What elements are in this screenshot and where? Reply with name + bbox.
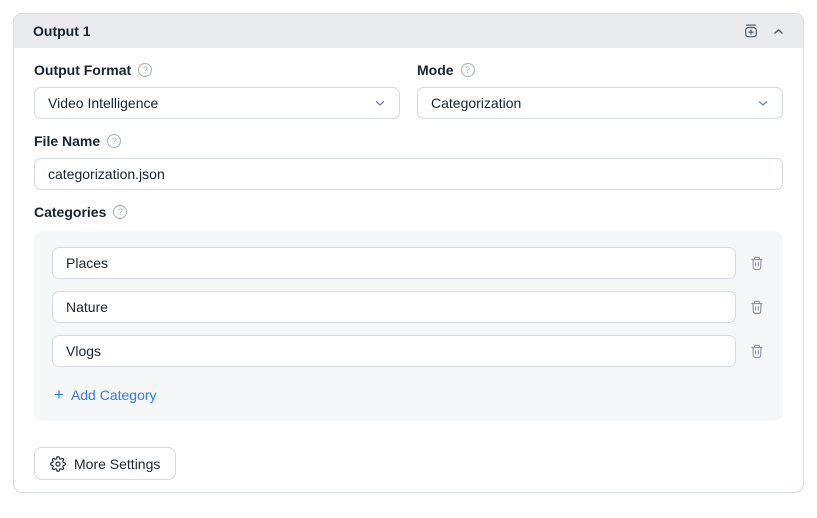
delete-category-button[interactable] (749, 343, 765, 360)
file-name-input[interactable] (34, 158, 783, 190)
categories-label-row: Categories ? (34, 204, 783, 220)
chevron-up-icon (773, 26, 784, 37)
category-input[interactable] (52, 247, 736, 279)
help-icon[interactable]: ? (138, 63, 153, 77)
category-row (52, 291, 765, 323)
categories-panel: + Add Category (34, 231, 783, 421)
plus-icon: + (54, 385, 64, 404)
output-card: Output 1 (13, 13, 804, 493)
duplicate-icon (743, 23, 759, 39)
format-mode-row: Output Format ? Video Intelligence Mode … (34, 62, 783, 119)
card-title: Output 1 (33, 23, 91, 39)
output-card-body: Output Format ? Video Intelligence Mode … (14, 48, 803, 495)
categories-label: Categories (34, 204, 107, 220)
mode-label: Mode (417, 62, 454, 78)
mode-select[interactable]: Categorization (417, 87, 783, 119)
help-icon[interactable]: ? (107, 134, 122, 148)
file-name-label-row: File Name ? (34, 133, 783, 149)
chevron-down-icon (374, 97, 386, 109)
trash-icon (749, 343, 765, 360)
mode-field: Mode ? Categorization (417, 62, 783, 119)
header-actions (743, 23, 784, 39)
file-name-label: File Name (34, 133, 101, 149)
more-settings-button[interactable]: More Settings (34, 447, 177, 480)
delete-category-button[interactable] (749, 255, 765, 272)
mode-value: Categorization (431, 95, 522, 111)
more-settings-label: More Settings (74, 455, 161, 472)
help-icon[interactable]: ? (460, 63, 475, 77)
output-format-value: Video Intelligence (48, 95, 159, 111)
duplicate-output-button[interactable] (743, 23, 759, 39)
help-icon[interactable]: ? (113, 205, 128, 219)
file-name-field: File Name ? (34, 133, 783, 190)
collapse-output-button[interactable] (773, 26, 784, 37)
delete-category-button[interactable] (749, 299, 765, 316)
trash-icon (749, 299, 765, 316)
gear-icon (50, 455, 66, 472)
category-input[interactable] (52, 291, 736, 323)
output-format-label-row: Output Format ? (34, 62, 400, 78)
category-input[interactable] (52, 335, 736, 367)
mode-label-row: Mode ? (417, 62, 783, 78)
add-category-label: Add Category (70, 387, 157, 403)
output-format-label: Output Format (34, 62, 132, 78)
category-row (52, 335, 765, 367)
output-format-select[interactable]: Video Intelligence (34, 87, 400, 119)
chevron-down-icon (757, 97, 769, 109)
category-row (52, 247, 765, 279)
output-card-header: Output 1 (14, 14, 803, 48)
add-category-button[interactable]: + Add Category (54, 385, 157, 404)
output-format-field: Output Format ? Video Intelligence (34, 62, 400, 119)
trash-icon (749, 255, 765, 272)
